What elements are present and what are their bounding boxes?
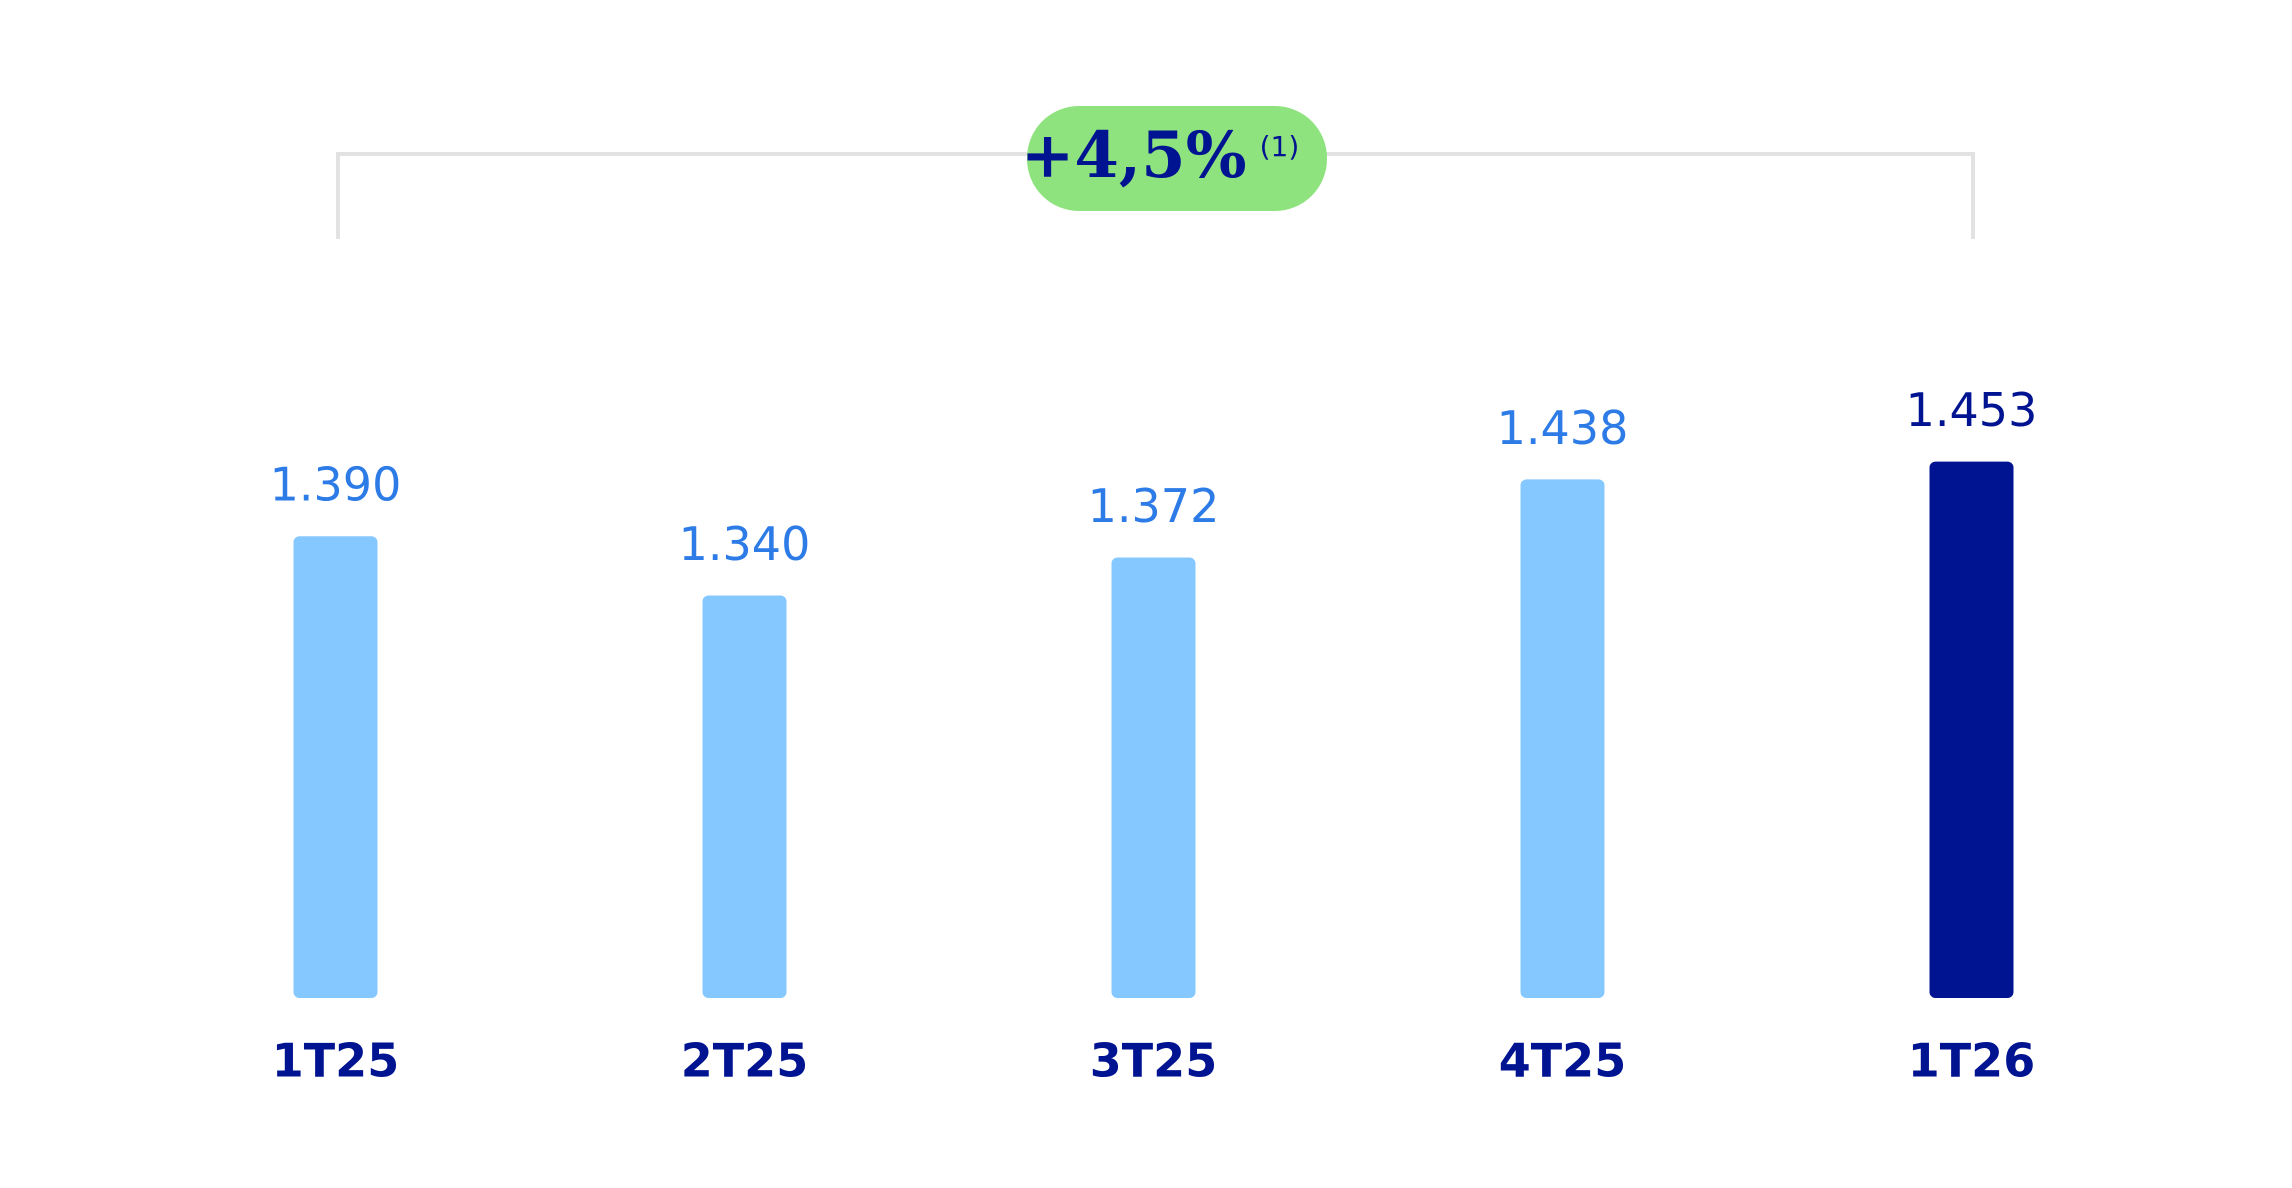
value-label: 1.453	[1906, 383, 2038, 437]
x-tick-label: 3T25	[1090, 1034, 1217, 1088]
value-label: 1.390	[270, 458, 402, 512]
bar	[1111, 557, 1196, 998]
growth-badge	[1027, 106, 1327, 211]
growth-note: (1)	[1260, 130, 1300, 163]
growth-annotation: +4,5% (1)	[1021, 118, 1300, 193]
bar	[1929, 461, 2014, 998]
value-label: 1.372	[1088, 479, 1220, 533]
bar	[1520, 479, 1605, 999]
value-label: 1.340	[679, 517, 811, 571]
value-label: 1.438	[1497, 401, 1629, 455]
x-tick-label: 2T25	[681, 1034, 808, 1088]
x-tick-label: 1T26	[1908, 1034, 2035, 1088]
growth-value: +4,5%	[1021, 118, 1247, 193]
bar	[293, 536, 378, 998]
x-tick-label: 4T25	[1499, 1034, 1626, 1088]
bar	[702, 595, 787, 998]
x-tick-label: 1T25	[272, 1034, 399, 1088]
